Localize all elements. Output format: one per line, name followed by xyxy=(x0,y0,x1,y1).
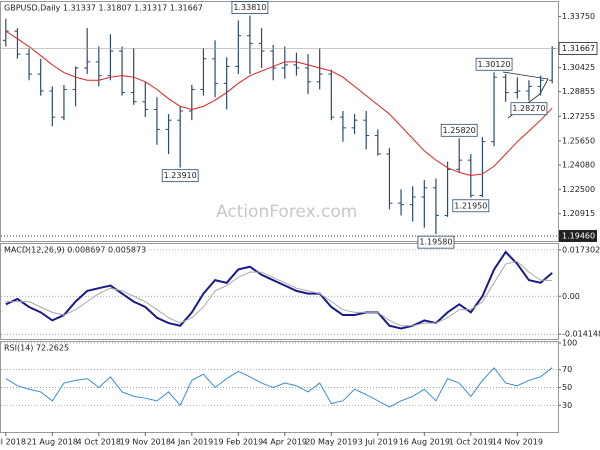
x-tick-label: 6 Jul 2018 xyxy=(0,438,26,447)
x-tick-label: 3 Jul 2019 xyxy=(358,438,398,447)
chart-title: GBPUSD,Daily 1.31337 1.31807 1.31317 1.3… xyxy=(4,4,203,13)
y-tick-label: 1.22500 xyxy=(562,185,595,194)
annotation-box xyxy=(231,1,269,14)
annotation-box xyxy=(510,102,548,116)
y-tick-label: 30 xyxy=(562,401,572,410)
y-tick-label: 1.27255 xyxy=(562,112,595,121)
y-tick-label: 1.25650 xyxy=(562,136,595,145)
macd-title: MACD(12,26,9) 0.008697 0.005873 xyxy=(4,246,146,255)
y-tick-label: 1.30425 xyxy=(562,63,595,72)
annotation-label: 1.25820 xyxy=(443,126,476,135)
x-tick-label: 14 Nov 2019 xyxy=(492,438,543,447)
y-tick-label: 1.24080 xyxy=(562,161,595,170)
x-tick-label: 20 May 2019 xyxy=(305,438,357,447)
watermark: ActionForex.com xyxy=(216,202,357,222)
y-tick-label: 70 xyxy=(562,365,572,374)
line-series xyxy=(5,260,553,327)
x-tick-label: 16 Aug 2019 xyxy=(399,438,450,447)
annotation-label: 1.21950 xyxy=(454,201,487,210)
x-tick-label: 19 Feb 2019 xyxy=(213,438,263,447)
macd-panel xyxy=(0,243,559,340)
annotation-label: 1.23910 xyxy=(164,171,197,180)
price-panel xyxy=(0,1,559,242)
y-tick-label: 0.017302 xyxy=(562,245,600,254)
current-price-label: 1.31667 xyxy=(562,44,595,53)
y-tick-label: -0.014148 xyxy=(562,330,600,339)
annotation-box xyxy=(452,199,490,213)
annotation-label: 1.19580 xyxy=(419,238,452,247)
annotation-label: 1.30120 xyxy=(478,60,511,69)
reference-label: 1.19460 xyxy=(562,232,595,241)
annotation-box xyxy=(417,235,455,249)
annotation-label: 1.33810 xyxy=(233,3,266,12)
line-series xyxy=(5,30,553,176)
y-tick-label: 1.33750 xyxy=(562,12,595,21)
y-tick-label: 0.00 xyxy=(562,292,580,301)
x-tick-label: 19 Nov 2018 xyxy=(120,438,171,447)
x-tick-label: 1 Oct 2019 xyxy=(449,438,493,447)
reference-box xyxy=(559,230,597,243)
annotation-label: 1.28270 xyxy=(512,104,545,113)
x-tick-label: 21 Aug 2018 xyxy=(27,438,78,447)
rsi-title: RSI(14) 72.2625 xyxy=(4,344,69,353)
annotation-box xyxy=(440,123,478,137)
x-tick-label: 4 Jan 2019 xyxy=(170,438,213,447)
y-tick-label: 1.28855 xyxy=(562,87,595,96)
y-tick-label: 50 xyxy=(562,383,572,392)
annotation-box xyxy=(475,57,513,71)
y-tick-label: 100 xyxy=(562,339,577,348)
current-price-box xyxy=(558,42,598,55)
annotation-box xyxy=(161,169,199,183)
x-tick-label: 4 Apr 2019 xyxy=(263,438,307,447)
x-tick-label: 4 Oct 2018 xyxy=(77,438,121,447)
y-tick-label: 1.20915 xyxy=(562,209,595,218)
line-series xyxy=(5,250,553,330)
line-series xyxy=(5,367,553,408)
